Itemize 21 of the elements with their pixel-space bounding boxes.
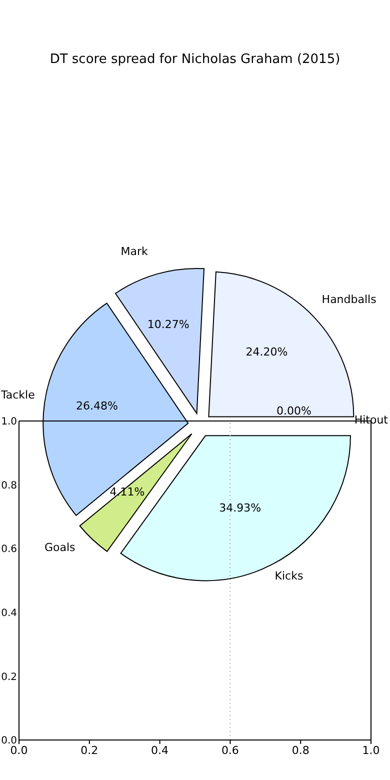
y-tick-label: 1.0 xyxy=(1,416,17,428)
x-tick-label: 1.0 xyxy=(362,744,380,757)
slice-label: Kicks xyxy=(274,569,304,582)
y-tick-label: 0.6 xyxy=(1,544,17,556)
slice-label: Tackle xyxy=(0,388,36,402)
x-tick-label: 0.4 xyxy=(151,744,169,757)
slice-label: Goals xyxy=(44,541,76,554)
data-label: 34.93% xyxy=(219,502,262,515)
y-tick-label: 0.2 xyxy=(1,672,17,683)
data-label: 26.48% xyxy=(76,399,118,412)
slice-label: Mark xyxy=(120,244,149,258)
y-tick-label: 0.4 xyxy=(1,608,17,619)
data-label: 24.20% xyxy=(246,345,288,358)
chart-title: DT score spread for Nicholas Graham (2015) xyxy=(48,52,342,67)
slice-label: Handballs xyxy=(322,292,377,306)
text: 0.00% xyxy=(276,404,312,418)
x-tick-label: 0.8 xyxy=(292,744,310,757)
y-tick-label: 0.8 xyxy=(1,480,17,492)
x-tick-label: 0.2 xyxy=(80,744,98,757)
data-label: 10.27% xyxy=(147,318,190,332)
x-tick-label: 0.6 xyxy=(221,744,239,757)
